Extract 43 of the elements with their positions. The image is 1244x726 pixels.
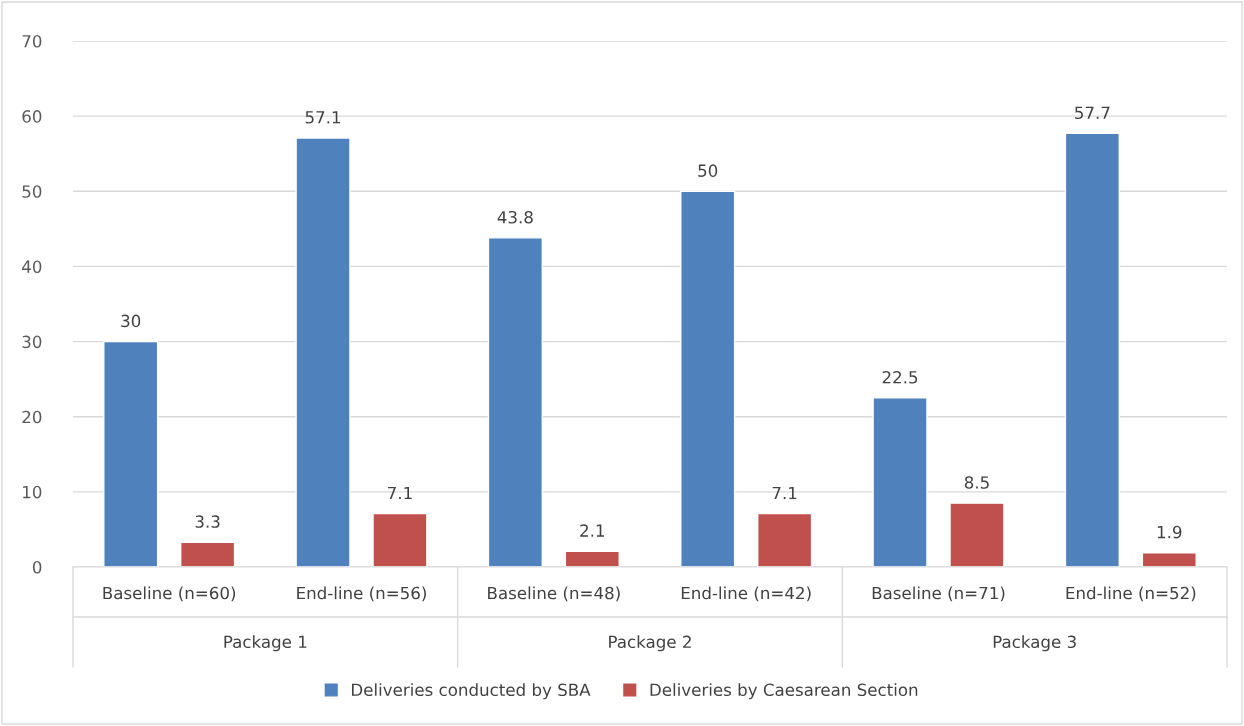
bar [487,237,543,567]
bar [757,512,813,567]
data-label: 3.3 [195,515,220,528]
y-tick-label: 0 [32,560,42,574]
legend-label: Deliveries conducted by SBA [352,683,591,700]
x-tick-label: Baseline (n=48) [488,586,620,602]
x-tick-label: End-line (n=52) [1066,586,1196,602]
data-label: 50 [698,164,718,177]
legend-label: Deliveries by Caesarean Section [650,683,918,700]
data-label: 2.1 [580,524,605,537]
bar [680,190,736,567]
bar [564,550,620,567]
bar [1141,552,1197,567]
data-label: 57.1 [305,111,341,124]
x-tick-label: Baseline (n=60) [103,586,236,602]
y-tick-label: 10 [23,485,42,499]
y-tick-label: 70 [22,34,42,48]
text: Package 3 [993,635,1076,652]
x-tick-label: End-line (n=56) [297,586,426,602]
y-tick-label: 20 [22,410,42,424]
x-tick-label: End-line (n=42) [681,586,811,602]
bar [180,541,236,567]
bar [949,502,1005,567]
bar [103,340,159,567]
bar [1064,132,1120,567]
data-label: 1.9 [1157,525,1182,539]
data-label: 8.5 [964,476,989,489]
data-label: 30 [121,314,141,328]
data-label: 22.5 [882,370,918,384]
bar [372,512,428,567]
data-label: 7.1 [772,486,797,500]
x-tick-label: Baseline (n=71) [872,586,1005,602]
y-tick-label: 60 [22,110,42,123]
data-label: 7.1 [388,486,412,500]
y-tick-label: 40 [22,260,42,273]
bar [872,397,928,567]
data-label: 57.7 [1075,106,1110,120]
text: Package 1 [224,635,307,652]
y-tick-label: 50 [22,185,42,198]
y-tick-label: 30 [22,335,42,349]
text: Package 2 [609,635,691,652]
bar [295,137,351,567]
data-label: 43.8 [497,210,533,224]
